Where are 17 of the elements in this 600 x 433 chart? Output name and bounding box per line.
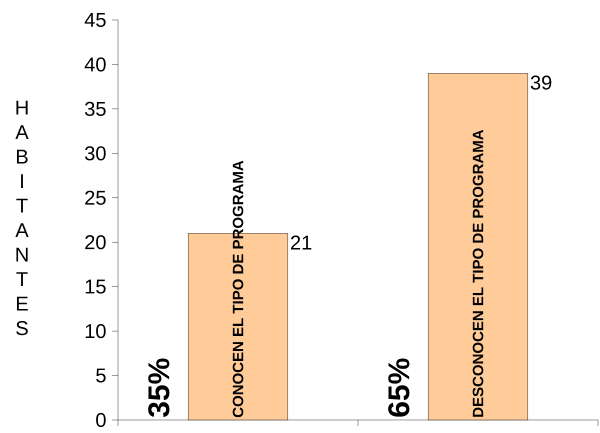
y-tick-label: 35 (84, 102, 106, 116)
data-label: 21 (291, 236, 312, 250)
annotation: 35% (148, 358, 170, 418)
data-label: 39 (530, 76, 552, 90)
y-tick-label: 30 (84, 146, 106, 160)
y-tick-label: 10 (86, 324, 106, 338)
y-tick-label: 25 (85, 190, 106, 205)
x-tick-label: CONOCEN EL TIPO DE PROGRAMA (232, 160, 244, 418)
x-tick-label: DESCONOCEN EL TIPO DE PROGRAMA (472, 130, 484, 417)
text: HABITANTES (15, 100, 29, 336)
annotation: 65% (388, 358, 410, 417)
y-tick-label: 15 (86, 280, 106, 294)
y-tick-label: 20 (85, 235, 106, 250)
y-tick-label: 5 (96, 368, 106, 383)
y-tick-label: 45 (84, 13, 106, 27)
y-tick-label: 40 (84, 57, 106, 72)
y-tick-label: 0 (96, 412, 106, 428)
